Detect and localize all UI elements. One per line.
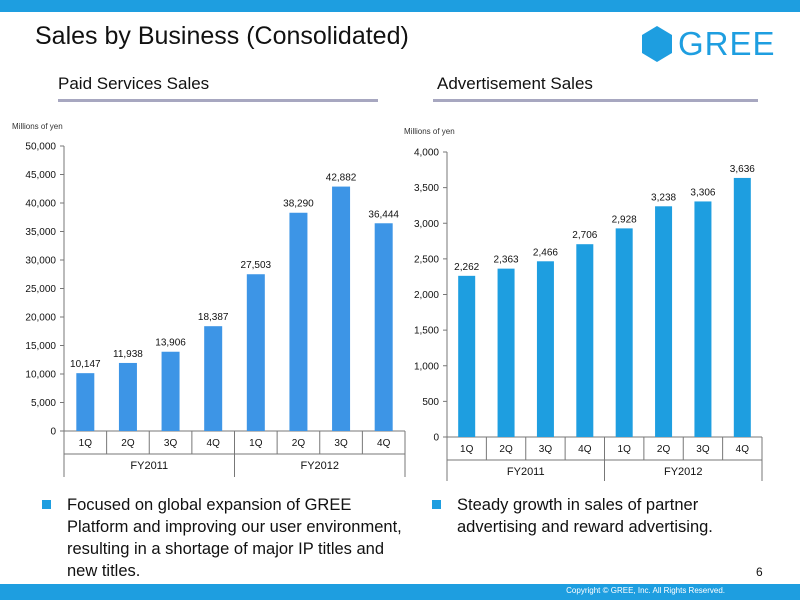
y-tick-label: 50,000 bbox=[25, 142, 56, 153]
bar bbox=[332, 186, 351, 431]
bar bbox=[374, 223, 393, 431]
gree-logo: GREE bbox=[640, 24, 780, 64]
data-label: 2,466 bbox=[533, 247, 558, 258]
advertisement-chart: Millions of yen 0 500 1,000 1,500 2,000 2,500 3… bbox=[404, 127, 763, 481]
bullet-right-text: Steady growth in sales of partner advert… bbox=[457, 496, 713, 536]
category-label: 4Q bbox=[578, 444, 592, 455]
bar bbox=[655, 206, 673, 437]
y-tick-label: 1,500 bbox=[414, 326, 439, 337]
group-label: FY2012 bbox=[300, 460, 339, 472]
y-tick-label: 1,000 bbox=[414, 361, 439, 372]
paid-services-title: Paid Services Sales bbox=[58, 74, 210, 93]
y-tick-label: 3,000 bbox=[414, 219, 439, 230]
bar bbox=[615, 228, 633, 437]
y-tick-label: 2,500 bbox=[414, 254, 439, 265]
category-label: 4Q bbox=[377, 438, 391, 449]
data-label: 2,928 bbox=[612, 214, 637, 225]
bar bbox=[733, 177, 751, 437]
data-label: 3,238 bbox=[651, 192, 676, 203]
advertisement-title: Advertisement Sales bbox=[437, 74, 593, 93]
y-tick-label: 3,500 bbox=[414, 183, 439, 194]
bar bbox=[458, 275, 476, 437]
y-tick-label: 5,000 bbox=[31, 398, 56, 409]
paid-services-chart: Millions of yen 0 5,000 10,000 15,000 20,000 2… bbox=[12, 122, 406, 477]
bullet-left-text: Focused on global expansion of GREE Plat… bbox=[67, 496, 402, 580]
data-label: 36,444 bbox=[368, 209, 399, 220]
category-label: 2Q bbox=[121, 438, 135, 449]
y-tick-label: 45,000 bbox=[25, 170, 56, 181]
y-tick-label: 500 bbox=[422, 397, 439, 408]
y-tick-label: 0 bbox=[50, 427, 56, 438]
category-label: 2Q bbox=[657, 444, 671, 455]
page-number: 6 bbox=[756, 565, 763, 579]
y-tick-label: 30,000 bbox=[25, 256, 56, 267]
category-label: 4Q bbox=[736, 444, 750, 455]
bar bbox=[289, 212, 308, 431]
data-label: 42,882 bbox=[326, 173, 357, 184]
data-label: 2,262 bbox=[454, 262, 479, 273]
category-label: 4Q bbox=[207, 438, 221, 449]
category-label: 1Q bbox=[249, 438, 263, 449]
category-label: 3Q bbox=[696, 444, 710, 455]
y-tick-label: 2,000 bbox=[414, 290, 439, 301]
unit-label: Millions of yen bbox=[404, 127, 455, 136]
data-label: 38,290 bbox=[283, 199, 314, 210]
bar bbox=[118, 362, 137, 431]
advertisement-rule bbox=[433, 99, 758, 102]
group-label: FY2011 bbox=[130, 460, 168, 472]
paid-services-rule bbox=[58, 99, 378, 102]
category-label: 1Q bbox=[460, 444, 474, 455]
y-tick-label: 20,000 bbox=[25, 313, 56, 324]
bullet-square-icon bbox=[432, 500, 441, 509]
category-label: 3Q bbox=[334, 438, 348, 449]
category-label: 2Q bbox=[499, 444, 513, 455]
category-label: 3Q bbox=[164, 438, 178, 449]
logo-text: GREE bbox=[678, 25, 776, 62]
bar bbox=[497, 268, 515, 437]
bar bbox=[204, 326, 223, 431]
data-label: 2,363 bbox=[494, 255, 519, 266]
top-accent-bar bbox=[0, 0, 800, 12]
copyright-text: Copyright © GREE, Inc. All Rights Reserv… bbox=[566, 586, 725, 595]
bar bbox=[246, 274, 265, 431]
bar bbox=[694, 201, 712, 437]
data-label: 3,636 bbox=[730, 164, 755, 175]
data-label: 3,306 bbox=[690, 187, 715, 198]
data-label: 18,387 bbox=[198, 312, 229, 323]
page-title: Sales by Business (Consolidated) bbox=[35, 22, 409, 50]
y-tick-label: 40,000 bbox=[25, 199, 56, 210]
y-tick-label: 15,000 bbox=[25, 341, 56, 352]
category-label: 3Q bbox=[539, 444, 553, 455]
category-label: 2Q bbox=[292, 438, 306, 449]
y-tick-label: 4,000 bbox=[414, 148, 439, 159]
data-label: 11,938 bbox=[113, 349, 143, 360]
category-label: 1Q bbox=[618, 444, 632, 455]
data-label: 13,906 bbox=[155, 338, 186, 349]
bar bbox=[76, 373, 95, 431]
group-label: FY2011 bbox=[507, 466, 545, 478]
y-tick-label: 10,000 bbox=[25, 370, 56, 381]
bar bbox=[161, 351, 180, 431]
bottom-accent-bar: Copyright © GREE, Inc. All Rights Reserv… bbox=[0, 584, 800, 600]
y-tick-label: 25,000 bbox=[25, 284, 56, 295]
y-tick-label: 35,000 bbox=[25, 227, 56, 238]
data-label: 10,147 bbox=[70, 359, 101, 370]
y-tick-label: 0 bbox=[433, 433, 439, 444]
bullet-square-icon bbox=[42, 500, 51, 509]
bar bbox=[536, 261, 554, 437]
category-label: 1Q bbox=[79, 438, 93, 449]
group-label: FY2012 bbox=[664, 466, 703, 478]
data-label: 27,503 bbox=[241, 260, 272, 271]
hexagon-logo-icon bbox=[642, 26, 672, 62]
unit-label: Millions of yen bbox=[12, 122, 63, 131]
data-label: 2,706 bbox=[572, 230, 597, 241]
bar bbox=[576, 244, 594, 437]
